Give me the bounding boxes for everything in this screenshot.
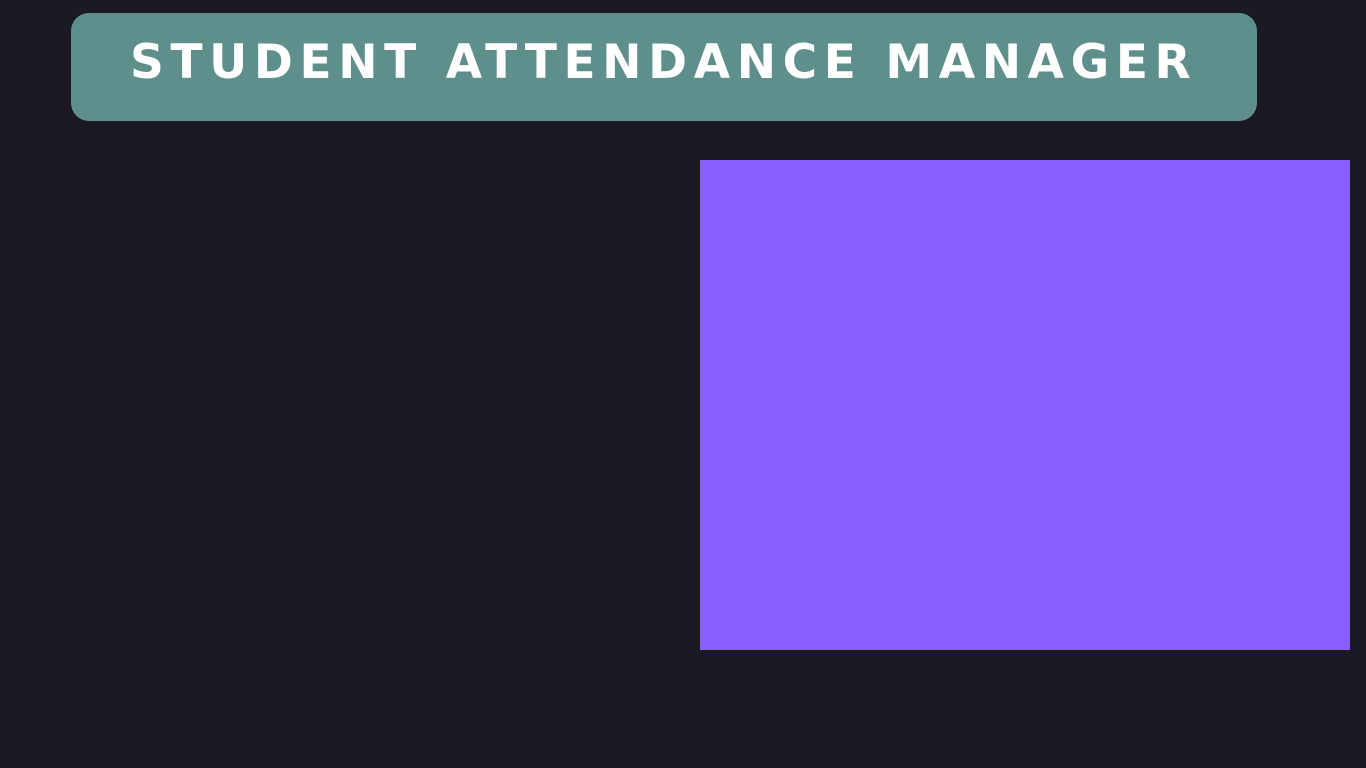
header-banner: STUDENT ATTENDANCE MANAGER <box>71 13 1257 121</box>
page-title: STUDENT ATTENDANCE MANAGER <box>130 34 1198 90</box>
content-panel <box>700 160 1350 650</box>
